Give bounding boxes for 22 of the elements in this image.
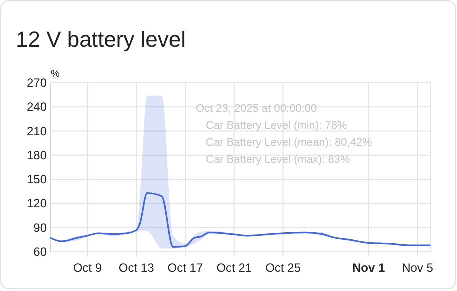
x-tick-label: Oct 17 xyxy=(168,261,204,275)
x-tick-label: Nov 5 xyxy=(402,261,434,275)
y-tick-label: 60 xyxy=(34,245,48,259)
annotation: Car Battery Level (max): 83% xyxy=(206,154,350,166)
y-tick-label: 210 xyxy=(26,124,48,138)
x-tick-label: Nov 1 xyxy=(352,261,386,275)
y-tick-label: 240 xyxy=(26,100,48,114)
annotation: Oct 23, 2025 at 00:00:00 xyxy=(196,103,318,115)
y-tick-label: 270 xyxy=(26,76,48,90)
y-tick-label: 120 xyxy=(26,196,48,211)
annotation: Car Battery Level (mean): 80,42% xyxy=(206,137,373,149)
y-axis-title: % xyxy=(51,69,60,80)
x-tick-label: Oct 13 xyxy=(118,261,155,275)
y-tick-label: 150 xyxy=(26,172,48,187)
annotation: Car Battery Level (min): 78% xyxy=(206,120,348,132)
x-tick-label: Oct 9 xyxy=(73,261,102,275)
x-tick-label: Oct 21 xyxy=(216,261,252,275)
y-tick-label: 90 xyxy=(34,220,48,235)
x-tick-label: Oct 25 xyxy=(266,261,302,275)
chart-title: 12 V battery level xyxy=(16,27,186,52)
line-series xyxy=(50,192,431,248)
y-tick-label: 180 xyxy=(26,148,48,162)
